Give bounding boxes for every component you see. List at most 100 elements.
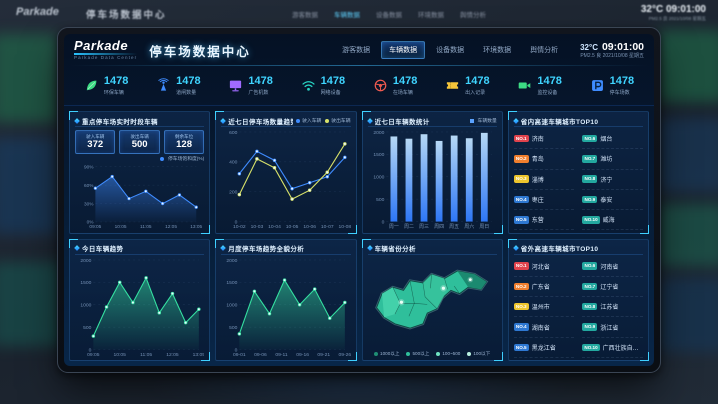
svg-text:1500: 1500: [227, 280, 238, 286]
svg-text:10:05: 10:05: [115, 224, 127, 230]
bg-nav-item: 车辆数据: [334, 12, 360, 19]
bg-blur-panel: [0, 138, 58, 234]
rank-badge: NO.4: [513, 195, 529, 204]
kpi-value: 1478: [103, 74, 129, 87]
kpi-label: 在场车辆: [392, 89, 413, 96]
svg-text:600: 600: [229, 130, 238, 136]
toplist-name: 潍坊: [600, 157, 613, 164]
rank-badge: NO.2: [513, 282, 529, 291]
rank-badge: NO.5: [513, 343, 529, 352]
steering-wheel-icon: [373, 78, 388, 93]
rank-badge: NO.8: [582, 175, 598, 183]
map-legend-item: 100~500: [436, 351, 460, 356]
toplist-item: NO.10 威海: [582, 210, 643, 231]
panel-today-trend: 今日车辆趋势 2000 1500 1000 500 0 09:05 10:05 11:05 12…: [69, 238, 211, 361]
dashboard-screen: Parkade Parkade Data Center 停车场数据中心 游客数据…: [64, 34, 654, 366]
nav-tab-3[interactable]: 环境数据: [483, 47, 512, 54]
toplist-name: 济宁: [600, 177, 613, 184]
panel-seven-day-count: 近七日车辆数统计 车辆数量 2000 1500 1000 500 0 周一 周二 周三 周四 周五…: [361, 111, 504, 234]
kpi-value: 1478: [320, 74, 346, 87]
toplist-item: NO.3 温州市: [513, 297, 575, 318]
legend-label: 停车场饱和度(%): [168, 157, 205, 162]
rank-badge: NO.5: [513, 216, 529, 224]
stat-value: 500: [131, 138, 148, 150]
nav-tab-2[interactable]: 设备数据: [436, 47, 465, 54]
kpi-label: 网络设备: [320, 89, 341, 96]
top10-outside-list: NO.1 河北省 NO.6 河南省 NO.2 广东省 NO.7 辽宁省 NO.3 温州市 NO.8 江…: [513, 255, 643, 359]
toplist-item: NO.5 东营: [513, 210, 575, 231]
kpi-leaf: 1478 环保车辆: [70, 74, 142, 96]
svg-text:200: 200: [229, 189, 238, 195]
temperature: 32°C: [580, 42, 598, 52]
bg-blur-panel: [658, 118, 718, 192]
bg-nav-item: 环境数据: [418, 12, 444, 19]
panel-title-icon: [220, 245, 227, 251]
panel-realtime-flow: 重点停车场实时时段车辆 驶入车辆 372 驶出车辆 500 剩余车位 128 停车场饱…: [69, 111, 211, 234]
legend-label: 100以下: [473, 350, 491, 356]
legend-label: 驶出车辆: [331, 119, 351, 124]
seven-day-line-chart: 600 400 200 0 10-02 10-03 10-04 10-05 10-06 10-07…: [221, 127, 350, 231]
ticket-icon: [445, 78, 460, 93]
svg-text:10-07: 10-07: [321, 224, 334, 230]
toplist-name: 河北省: [531, 264, 550, 271]
bg-blur-panel: [0, 34, 58, 122]
nav-tab-1[interactable]: 车辆数据: [381, 41, 426, 59]
svg-text:周一: 周一: [388, 224, 398, 230]
kpi-label: 广告机数: [248, 89, 269, 96]
toplist-name: 黑龙江省: [531, 345, 556, 352]
svg-text:60%: 60%: [84, 183, 94, 189]
toplist-name: 浙江省: [600, 325, 619, 332]
toplist-item: NO.2 青岛: [513, 149, 575, 170]
nav-tab-0[interactable]: 游客数据: [342, 47, 371, 54]
svg-text:0: 0: [89, 347, 92, 353]
svg-text:500: 500: [229, 324, 238, 330]
nav-tab-4[interactable]: 舆情分析: [530, 47, 559, 54]
svg-text:10-02: 10-02: [233, 224, 246, 230]
rank-badge: NO.8: [582, 302, 598, 311]
bg-blur-panel: [658, 30, 718, 102]
svg-text:周三: 周三: [419, 224, 429, 230]
kpi-label: 监控设备: [537, 89, 558, 96]
monitor-frame: Parkade Parkade Data Center 停车场数据中心 游客数据…: [57, 27, 661, 373]
toplist-name: 东营: [531, 218, 544, 225]
bg-blur-panel: [658, 204, 718, 266]
rank-badge: NO.10: [582, 216, 600, 224]
legend-label: 车辆数量: [477, 119, 497, 124]
svg-text:10-04: 10-04: [268, 224, 281, 230]
logo-subtitle: Parkade Data Center: [74, 55, 138, 61]
toplist-item: NO.9 浙江省: [582, 317, 643, 338]
svg-text:周二: 周二: [403, 224, 413, 230]
top-nav: 游客数据 车辆数据 设备数据 环境数据 舆情分析: [334, 41, 566, 59]
svg-text:2000: 2000: [80, 257, 91, 263]
svg-text:09:05: 09:05: [89, 224, 101, 230]
legend-label: 1000以上: [380, 350, 400, 356]
svg-text:1500: 1500: [373, 152, 384, 158]
svg-text:1000: 1000: [80, 302, 91, 308]
svg-text:09-21: 09-21: [318, 352, 331, 358]
svg-text:09-11: 09-11: [276, 352, 289, 358]
legend-marker: [469, 118, 474, 123]
bg-weather: 32°C 09:01:00 PM2.5 良 2021/10/08 星期五: [641, 4, 706, 22]
map-legend: 1000以上 500以上 100~500 100以下: [368, 349, 497, 358]
leaf-icon: [84, 78, 99, 93]
rank-badge: NO.9: [582, 195, 598, 204]
panel-title-icon: [512, 245, 519, 251]
svg-text:12:05: 12:05: [165, 224, 177, 230]
rank-badge: NO.2: [513, 155, 529, 163]
legend-dot: [406, 351, 411, 356]
legend-item: 驶出车辆: [325, 117, 351, 124]
logo: Parkade Parkade Data Center: [74, 39, 138, 61]
logo-underline: [74, 53, 138, 56]
map-legend-item: 100以下: [467, 351, 490, 357]
svg-text:11:05: 11:05: [140, 224, 152, 230]
svg-text:09-06: 09-06: [254, 352, 267, 358]
panel-top10-inside: 省内高速车辆城市TOP10 NO.1 济南 NO.6 烟台 NO.2 青岛 NO.7 潍坊 NO…: [507, 111, 650, 234]
kpi-parking: 1478 停车场数: [576, 75, 648, 96]
bg-title: 停车场数据中心: [86, 10, 167, 21]
bg-nav-item: 游客数据: [292, 12, 318, 19]
series-legend: 驶入车辆 驶出车辆: [296, 117, 351, 124]
toplist-item: NO.7 潍坊: [582, 149, 643, 170]
weather-block: 32°C 09:01:00 PM2.5 良 2021/10/08 星期五: [580, 41, 644, 60]
toplist-name: 河南省: [600, 264, 619, 271]
